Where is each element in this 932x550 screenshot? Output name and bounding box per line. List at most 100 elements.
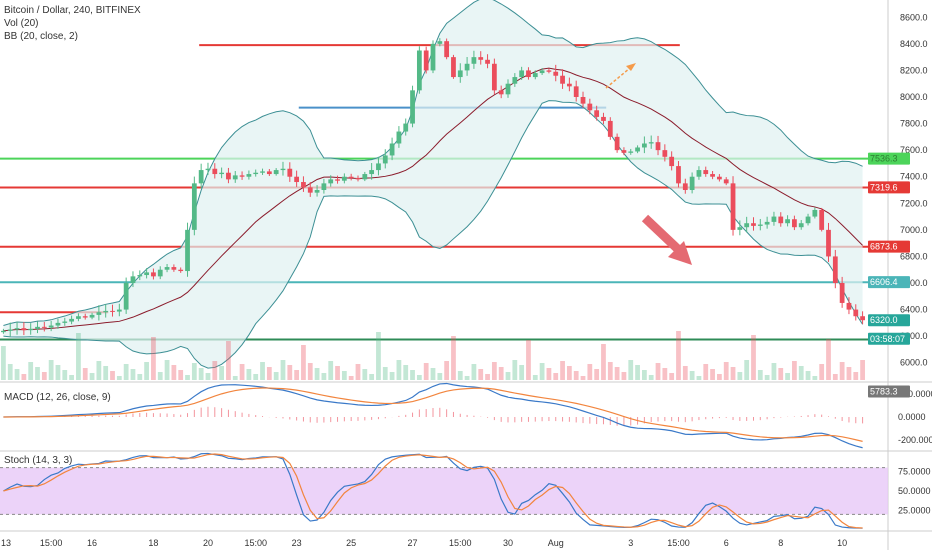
candle-body	[491, 63, 497, 91]
volume-bar	[860, 360, 865, 380]
candle-body	[587, 103, 593, 111]
candle-body	[451, 57, 456, 78]
candle-body	[751, 223, 756, 226]
bb-fill	[3, 0, 863, 369]
macd-tick-label: -200.0000	[898, 435, 932, 445]
price-tag-label: 03:58:07	[870, 334, 905, 344]
price-tick-label: 7400.0	[900, 172, 928, 182]
candle-body	[444, 41, 450, 58]
volume-bar	[198, 368, 204, 380]
candle-body	[846, 302, 852, 310]
candle-body	[21, 328, 27, 331]
candle-body	[178, 269, 184, 272]
volume-bar	[512, 360, 518, 380]
volume-bar	[607, 362, 613, 380]
volume-bar	[137, 374, 143, 380]
volume-bar	[751, 335, 756, 380]
candle-body	[635, 147, 640, 152]
candle-body	[628, 151, 634, 153]
volume-bar	[628, 360, 634, 380]
candle-body	[301, 182, 306, 188]
price-tag-label: 5783.3	[870, 387, 898, 397]
volume-bar	[266, 367, 272, 380]
volume-bar	[348, 376, 354, 380]
volume-bar	[321, 373, 327, 380]
candle-body	[219, 172, 225, 175]
volume-bar	[519, 365, 525, 380]
volume-bar	[21, 374, 27, 380]
volume-bar	[655, 363, 661, 380]
candle-body	[144, 272, 149, 276]
candle-body	[430, 43, 436, 71]
candle-body	[580, 96, 586, 104]
candle-body	[682, 183, 688, 190]
price-tick-label: 6200.0	[900, 331, 928, 341]
volume-bar	[717, 374, 722, 380]
volume-bar	[587, 364, 593, 380]
macd-line	[3, 382, 863, 449]
volume-bar	[341, 371, 347, 380]
volume-bar	[601, 344, 606, 380]
volume-bar	[14, 369, 20, 380]
volume-bar	[478, 369, 484, 380]
volume-bar	[798, 366, 804, 380]
volume-bar	[737, 372, 743, 380]
candle-body	[294, 176, 300, 183]
volume-bar	[423, 363, 429, 380]
candle-body	[519, 70, 525, 78]
candle-body	[423, 50, 429, 71]
volume-bar	[403, 365, 409, 380]
volume-bar	[410, 370, 415, 380]
stoch-tick-label: 50.0000	[898, 486, 931, 496]
candle-body	[560, 75, 565, 84]
candle-body	[328, 179, 334, 184]
volume-bar	[328, 361, 334, 380]
volume-bar	[7, 364, 13, 380]
candle-body	[355, 178, 361, 180]
candle-body	[614, 136, 620, 151]
candle-body	[771, 216, 777, 222]
candle-body	[314, 190, 320, 193]
volume-bar	[853, 372, 859, 380]
volume-bar	[832, 374, 838, 380]
volume-bar	[314, 368, 320, 380]
price-tag-label: 6606.4	[870, 277, 898, 287]
volume-bar	[696, 376, 702, 380]
time-tick-label: 3	[628, 538, 633, 548]
time-tick-label: 16	[87, 538, 97, 548]
macd-pane	[3, 382, 864, 449]
volume-bar	[471, 364, 477, 380]
time-tick-label: 23	[292, 538, 302, 548]
volume-bar	[62, 370, 68, 380]
volume-bar	[635, 365, 640, 380]
candle-body	[103, 310, 109, 313]
volume-bar	[573, 371, 579, 380]
candle-body	[798, 223, 804, 228]
price-tag-label: 7536.3	[870, 154, 898, 164]
volume-bar	[676, 331, 681, 380]
candle-body	[341, 176, 347, 181]
volume-bar	[178, 370, 184, 380]
time-tick-label: 6	[724, 538, 729, 548]
candle-body	[710, 174, 715, 177]
candle-body	[273, 170, 279, 175]
volume-bar	[532, 375, 538, 380]
legend-symbol: Bitcoin / Dollar, 240, BITFINEX	[4, 5, 141, 16]
volume-bar	[464, 376, 470, 380]
volume-bar	[123, 364, 129, 380]
candle-body	[335, 179, 340, 181]
volume-bar	[253, 374, 259, 380]
legend-stoch: Stoch (14, 3, 3)	[4, 455, 73, 466]
volume-bar	[396, 360, 402, 380]
price-tag-box	[868, 276, 910, 289]
candle-body	[260, 171, 265, 173]
candle-body	[280, 168, 286, 171]
candle-body	[655, 142, 661, 151]
volume-bar	[498, 367, 504, 380]
volume-bar	[846, 367, 852, 380]
stoch-band	[0, 467, 888, 515]
price-tick-label: 8000.0	[900, 92, 928, 102]
candle-body	[757, 224, 763, 226]
candle-body	[669, 156, 675, 167]
